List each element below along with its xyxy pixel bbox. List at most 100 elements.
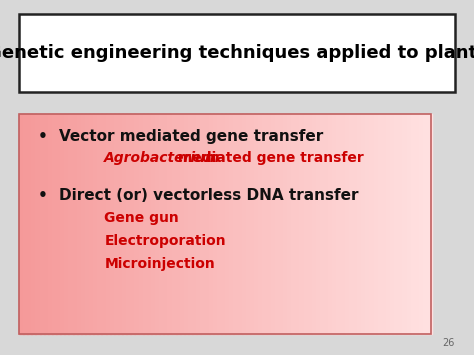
Bar [328, 114, 333, 334]
Bar [229, 114, 234, 334]
Bar [316, 114, 321, 334]
Bar [271, 114, 275, 334]
Bar [188, 114, 193, 334]
Bar [77, 114, 82, 334]
Bar [192, 114, 197, 334]
Bar [180, 114, 185, 334]
Bar [427, 114, 432, 334]
Bar [262, 114, 267, 334]
Bar [353, 114, 358, 334]
Bar [73, 114, 78, 334]
Bar [44, 114, 49, 334]
Bar [250, 114, 255, 334]
Bar [423, 114, 428, 334]
Bar [225, 114, 230, 334]
Bar [89, 114, 94, 334]
Bar [237, 114, 243, 334]
Bar [196, 114, 201, 334]
Bar [64, 114, 69, 334]
Bar [204, 114, 210, 334]
Bar [167, 114, 173, 334]
Bar [415, 114, 420, 334]
Text: Electroporation: Electroporation [104, 234, 226, 248]
Bar [410, 114, 416, 334]
Bar [114, 114, 119, 334]
Bar [279, 114, 284, 334]
Bar [184, 114, 189, 334]
Bar [221, 114, 226, 334]
Bar [217, 114, 222, 334]
Bar [407, 114, 411, 334]
Bar [300, 114, 304, 334]
Bar [419, 114, 424, 334]
Text: Agrobacterium: Agrobacterium [104, 151, 221, 165]
Bar [357, 114, 362, 334]
Bar [36, 114, 41, 334]
Bar [68, 114, 73, 334]
Bar [106, 114, 110, 334]
Bar [163, 114, 168, 334]
Bar [209, 114, 214, 334]
Bar [52, 114, 57, 334]
Text: Microinjection: Microinjection [104, 257, 215, 272]
Bar [19, 114, 24, 334]
FancyBboxPatch shape [19, 14, 455, 92]
Bar [159, 114, 164, 334]
Bar [374, 114, 379, 334]
Text: mediated gene transfer: mediated gene transfer [173, 151, 364, 165]
Bar [93, 114, 98, 334]
Bar [172, 114, 177, 334]
Bar [27, 114, 32, 334]
Bar [312, 114, 317, 334]
Bar [274, 114, 280, 334]
Bar [126, 114, 131, 334]
Text: Vector mediated gene transfer: Vector mediated gene transfer [59, 129, 323, 144]
Bar [365, 114, 371, 334]
Bar [341, 114, 346, 334]
Bar [101, 114, 107, 334]
Bar [109, 114, 115, 334]
Bar [324, 114, 329, 334]
Bar [23, 114, 28, 334]
Bar [332, 114, 337, 334]
Bar [39, 114, 45, 334]
Text: Genetic engineering techniques applied to plants: Genetic engineering techniques applied t… [0, 44, 474, 62]
Bar [390, 114, 395, 334]
Text: •: • [38, 129, 47, 144]
Bar [233, 114, 238, 334]
Bar [295, 114, 301, 334]
Bar [254, 114, 259, 334]
Bar [378, 114, 383, 334]
Bar [118, 114, 123, 334]
Text: Direct (or) vectorless DNA transfer: Direct (or) vectorless DNA transfer [59, 188, 359, 203]
Bar [287, 114, 292, 334]
Bar [266, 114, 272, 334]
Bar [81, 114, 86, 334]
Bar [176, 114, 181, 334]
Bar [85, 114, 90, 334]
Bar [31, 114, 36, 334]
Bar [382, 114, 387, 334]
Bar [213, 114, 218, 334]
Bar [151, 114, 156, 334]
Bar [349, 114, 354, 334]
Bar [122, 114, 127, 334]
Text: 26: 26 [443, 338, 455, 348]
Bar [147, 114, 152, 334]
Bar [283, 114, 288, 334]
Bar [386, 114, 391, 334]
Bar [135, 114, 139, 334]
Bar [143, 114, 148, 334]
Bar [258, 114, 263, 334]
Bar [345, 114, 350, 334]
Text: •: • [38, 188, 47, 203]
Bar [246, 114, 251, 334]
Bar [370, 114, 374, 334]
Bar [155, 114, 160, 334]
Bar [130, 114, 136, 334]
Bar [320, 114, 325, 334]
Bar [291, 114, 296, 334]
Bar [242, 114, 247, 334]
Bar [337, 114, 342, 334]
Bar [138, 114, 144, 334]
